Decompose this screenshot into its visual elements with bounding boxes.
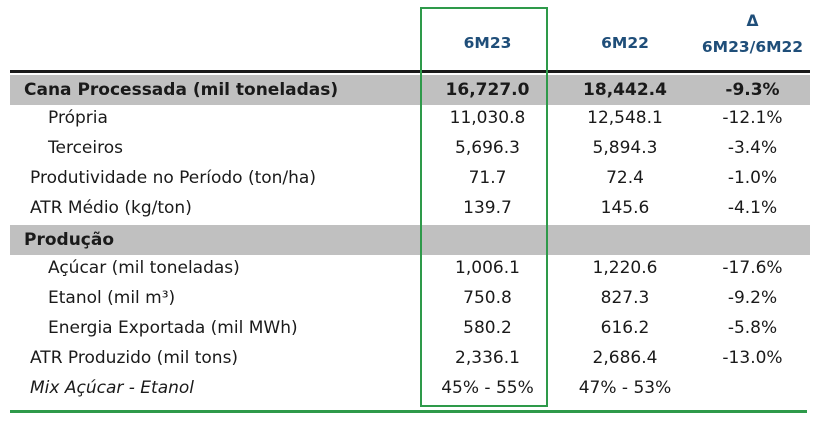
- table-row: Produtividade no Período (ton/ha) 71.7 7…: [10, 163, 810, 193]
- row-value-6m22: 5,894.3: [592, 138, 658, 158]
- table-row: Cana Processada (mil toneladas) 16,727.0…: [10, 75, 810, 105]
- table-row: Terceiros 5,696.3 5,894.3 -3.4%: [10, 133, 810, 163]
- row-value-6m23: 2,336.1: [455, 348, 520, 368]
- row-value-6m23: 139.7: [463, 198, 512, 218]
- table-row: Energia Exportada (mil MWh) 580.2 616.2 …: [10, 313, 810, 343]
- row-label: Cana Processada (mil toneladas): [24, 80, 339, 100]
- row-value-6m23: 45% - 55%: [441, 378, 534, 398]
- row-label: Terceiros: [48, 138, 123, 158]
- row-value-6m23: 11,030.8: [449, 108, 526, 128]
- header-6m22: 6M22: [601, 34, 649, 52]
- row-value-delta: -9.2%: [727, 288, 778, 308]
- row-value-delta: -9.3%: [725, 80, 780, 100]
- row-value-6m22: 2,686.4: [592, 348, 658, 368]
- row-value-6m22: 18,442.4: [583, 80, 667, 100]
- row-label: ATR Médio (kg/ton): [30, 198, 192, 218]
- row-value-delta: [695, 225, 810, 255]
- table-header: 6M23 6M22 Δ 6M23/6M22: [10, 0, 810, 76]
- row-label: Energia Exportada (mil MWh): [48, 318, 298, 338]
- table-row: Mix Açúcar - Etanol 45% - 55% 47% - 53%: [10, 373, 810, 403]
- row-value-6m23: 580.2: [463, 318, 512, 338]
- row-value-6m22: 616.2: [600, 318, 650, 338]
- row-label: Produtividade no Período (ton/ha): [30, 168, 316, 188]
- row-label: Produção: [24, 230, 115, 250]
- row-value-6m22: 827.3: [600, 288, 650, 308]
- row-value-6m23: 5,696.3: [455, 138, 520, 158]
- table-row: ATR Produzido (mil tons) 2,336.1 2,686.4…: [10, 343, 810, 373]
- row-value-6m23: 1,006.1: [455, 258, 520, 278]
- highlight-box-6m23: [420, 7, 548, 407]
- row-value-delta: -5.8%: [727, 318, 778, 338]
- row-value-6m22: 12,548.1: [587, 108, 663, 128]
- row-value-6m22: 1,220.6: [592, 258, 658, 278]
- row-value-delta: -3.4%: [727, 138, 778, 158]
- row-value-6m23: 71.7: [468, 168, 507, 188]
- row-label: ATR Produzido (mil tons): [30, 348, 239, 368]
- table-row: ATR Médio (kg/ton) 139.7 145.6 -4.1%: [10, 193, 810, 223]
- row-value-6m22: 47% - 53%: [578, 378, 672, 398]
- section-row-producao: Produção: [10, 225, 810, 255]
- header-delta-label: 6M23/6M22: [701, 38, 804, 56]
- row-value-delta: -12.1%: [722, 108, 783, 128]
- row-value-6m22: 72.4: [606, 168, 644, 188]
- row-label: Açúcar (mil toneladas): [48, 258, 240, 278]
- row-value-delta: -17.6%: [722, 258, 783, 278]
- row-value-6m22: [555, 225, 695, 255]
- header-delta-symbol: Δ: [746, 12, 759, 30]
- row-label: Mix Açúcar - Etanol: [30, 378, 195, 398]
- row-value-delta: [695, 373, 810, 403]
- row-value-delta: -13.0%: [722, 348, 783, 368]
- header-6m23: 6M23: [463, 34, 512, 52]
- row-value-6m23: 16,727.0: [445, 80, 530, 100]
- table-row: Açúcar (mil toneladas) 1,006.1 1,220.6 -…: [10, 253, 810, 283]
- row-value-delta: -1.0%: [727, 168, 778, 188]
- row-value-6m22: 145.6: [600, 198, 650, 218]
- row-label: Própria: [48, 108, 108, 128]
- row-label: Etanol (mil m³): [48, 288, 176, 308]
- row-value-6m23: 750.8: [463, 288, 512, 308]
- table-row: Própria 11,030.8 12,548.1 -12.1%: [10, 103, 810, 133]
- header-divider: [10, 70, 810, 73]
- table-bottom-rule: [10, 410, 807, 413]
- row-value-delta: -4.1%: [727, 198, 778, 218]
- table-row: Etanol (mil m³) 750.8 827.3 -9.2%: [10, 283, 810, 313]
